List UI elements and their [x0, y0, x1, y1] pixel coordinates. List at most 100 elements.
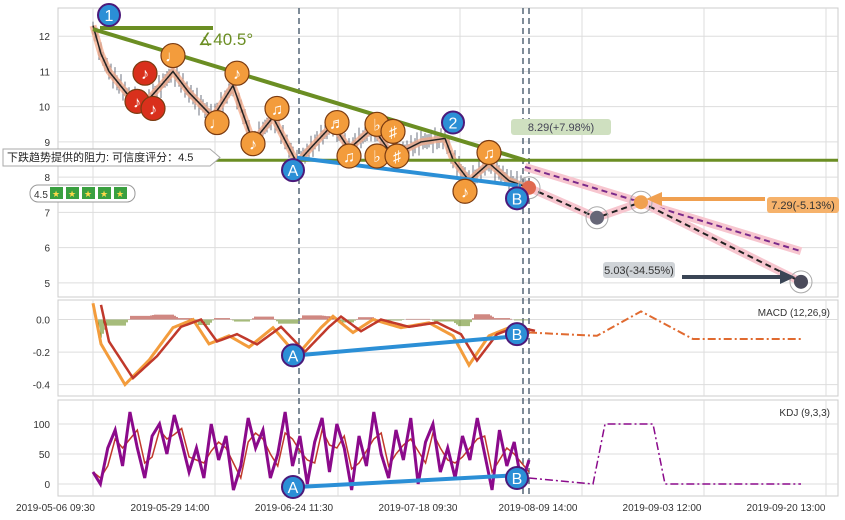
rating-value: 4.5	[34, 190, 48, 201]
macd-dif-line	[91, 302, 528, 388]
rating-star-glyph: ★	[100, 189, 108, 199]
music-note-icon	[476, 139, 502, 166]
upper-target-label: 8.29(+7.98%)	[528, 122, 594, 134]
kdj-ab-line	[296, 473, 522, 489]
music-note-glyph: ♫	[483, 146, 495, 163]
music-note-icon	[380, 118, 406, 144]
music-note-glyph: ♯	[393, 149, 401, 166]
music-note-icon	[452, 178, 478, 204]
wave-marker-label: A	[288, 348, 299, 365]
music-note-icon	[204, 109, 230, 136]
wave-marker-label: A	[288, 163, 299, 180]
angle-label: ∡40.5°	[198, 30, 253, 49]
upper-target-label-box	[511, 119, 611, 135]
y-tick-label: 8	[44, 173, 50, 184]
resistance-note-callout	[2, 148, 221, 167]
rating-star-glyph: ★	[84, 189, 92, 199]
wave-marker-label: B	[512, 327, 523, 344]
y-tick-label: 10	[39, 103, 51, 114]
macd-y-tick-label: -0.2	[33, 348, 51, 359]
y-tick-label: 7	[44, 208, 50, 219]
wave-marker-A	[281, 343, 305, 368]
wave-marker-label: 1	[105, 8, 114, 25]
x-tick-label: 2019-08-09 14:00	[499, 503, 578, 514]
music-note-icon	[132, 60, 158, 86]
macd-label: MACD (12,26,9)	[758, 308, 830, 319]
rating-star-icon	[82, 187, 95, 199]
wave-marker-label: B	[512, 191, 523, 208]
rating-star-glyph: ★	[52, 189, 60, 199]
music-note-icon	[224, 60, 250, 86]
rating-star-icon	[98, 187, 111, 199]
music-note-glyph: ♭	[373, 117, 381, 134]
forecast-point-ring	[789, 270, 813, 294]
music-note-icon	[336, 143, 362, 169]
macd-panel-frame	[57, 299, 839, 397]
wave-marker-A	[281, 158, 305, 183]
wave-marker-1	[97, 3, 121, 28]
music-note-glyph: ♩	[165, 49, 181, 66]
wave-marker-B	[505, 322, 529, 347]
forecast-point	[794, 274, 808, 289]
forecast-point	[634, 195, 648, 210]
music-note-glyph: ♪	[233, 66, 241, 83]
x-tick-label: 2019-05-29 14:00	[131, 503, 210, 514]
low-target-label-box	[603, 262, 675, 278]
forecast-point-ring	[629, 190, 653, 214]
low-arrow-head-icon	[780, 270, 795, 284]
kdj-y-tick-label: 50	[39, 450, 51, 461]
rating-star-icon	[114, 187, 127, 199]
low-target-label: 5.03(-34.55%)	[604, 265, 674, 277]
x-tick-label: 2019-09-03 12:00	[623, 503, 702, 514]
music-note-glyph: ♫	[343, 149, 355, 166]
macd-y-tick-label: 0.0	[36, 316, 50, 327]
kdj-label: KDJ (9,3,3)	[779, 408, 830, 419]
mid-target-label: 7.29(-5.13%)	[771, 200, 835, 212]
x-tick-label: 2019-09-20 13:00	[747, 503, 826, 514]
music-note-glyph: ♫	[271, 101, 283, 118]
x-tick-label: 2019-06-24 11:30	[255, 503, 334, 514]
music-note-glyph: ♪	[461, 184, 469, 201]
rating-star-icon	[50, 187, 63, 199]
wave-marker-A	[281, 475, 305, 499]
macd-forecast-line	[528, 310, 801, 341]
x-tick-label: 2019-05-06 09:30	[16, 503, 95, 514]
y-tick-label: 12	[39, 32, 51, 43]
macd-dea-line	[99, 304, 536, 381]
music-note-glyph: ♪	[249, 137, 257, 154]
music-note-icon	[240, 131, 266, 157]
music-note-glyph: ♪	[141, 66, 149, 83]
y-tick-label: 11	[40, 67, 51, 78]
kdj-forecast-line	[528, 423, 801, 485]
music-note-icon	[140, 95, 166, 122]
kdj-y-tick-label: 0	[44, 480, 50, 491]
support-line-ab	[296, 155, 522, 188]
y-tick-label: 6	[44, 244, 50, 255]
music-note-glyph: ♩	[209, 116, 225, 133]
music-note-glyph: ♬	[329, 116, 345, 133]
rating-star-glyph: ★	[68, 189, 76, 199]
music-note-icon	[160, 42, 186, 69]
x-tick-label: 2019-07-18 09:30	[379, 503, 458, 514]
forecast-path-line	[528, 186, 802, 283]
wave-marker-label: 2	[449, 116, 458, 133]
music-note-glyph: ♪	[133, 94, 141, 111]
music-note-glyph: ♭	[373, 149, 381, 166]
music-note-glyph: ♯	[389, 124, 397, 141]
rating-star-glyph: ★	[116, 189, 124, 199]
wave-marker-2	[441, 110, 465, 135]
resistance-note: 下跌趋势提供的阻力: 可信度评分：4.5	[7, 150, 193, 164]
mid-arrow-head-icon	[646, 192, 662, 206]
y-tick-label: 5	[44, 279, 50, 290]
music-note-glyph: ♪	[149, 101, 157, 118]
macd-ab-line	[296, 333, 522, 358]
macd-y-tick-label: -0.4	[33, 381, 51, 392]
wave-marker-B	[505, 186, 529, 211]
kdj-j-line	[91, 411, 531, 491]
music-note-icon	[264, 95, 290, 122]
wave-marker-B	[505, 466, 529, 490]
kdj-y-tick-label: 100	[33, 420, 50, 431]
forecast-point-ring	[585, 206, 609, 230]
wave-marker-label: A	[288, 480, 299, 497]
